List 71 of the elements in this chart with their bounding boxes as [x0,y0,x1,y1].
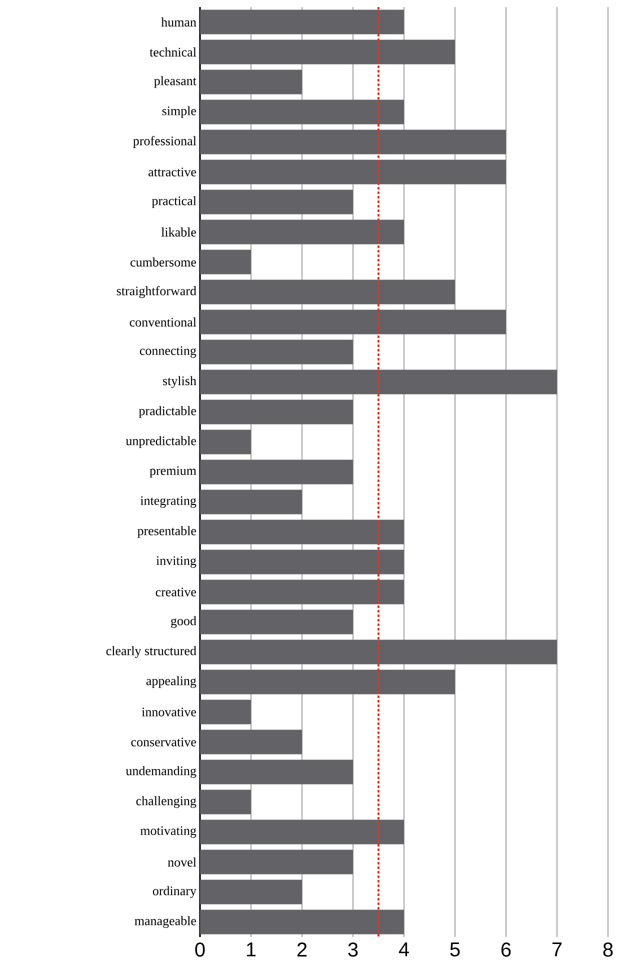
y-tick-label: creative [156,588,196,596]
bar [200,490,302,514]
bar [200,40,456,64]
y-tick-label: presentable [137,526,196,538]
bar [200,400,353,424]
y-tick-label: good [171,616,196,628]
bar [200,820,404,844]
bar [200,670,456,694]
bar [200,10,404,34]
bar [200,640,558,664]
x-tick-label: 7 [552,942,562,956]
x-tick-label: 4 [398,942,409,956]
y-tick-label: motivating [140,826,196,838]
y-tick-label: pradictable [138,406,196,418]
bar [200,250,252,274]
bar [200,880,302,904]
y-tick-label: straightforward [116,286,196,298]
bar [200,280,456,304]
x-tick-label: 5 [450,942,460,956]
y-tick-label: human [161,17,196,27]
y-tick-label: stylish [163,376,196,388]
bar [200,130,506,154]
y-tick-label: likable [161,227,196,237]
y-tick-label: cumbersome [130,257,196,267]
y-tick-label: pleasant [154,76,196,88]
bar [200,370,558,394]
y-tick-label: attractive [148,168,196,176]
bar [200,190,353,214]
y-tick-label: premium [150,466,196,478]
bar [200,550,404,574]
x-tick-label: 1 [246,942,256,956]
y-tick-label: innovative [142,708,196,716]
bar [200,760,353,784]
y-tick-label: unpredictable [126,436,196,448]
y-tick-label: integrating [140,496,196,508]
bar [200,850,353,874]
y-tick-label: simple [162,106,196,118]
y-tick-label: inviting [156,556,196,568]
bar [200,460,353,484]
bar [200,580,404,604]
y-tick-label: challenging [136,796,196,808]
y-tick-label: practical [152,196,196,208]
bar [200,520,404,544]
x-tick-label: 0 [195,942,205,957]
bar [200,610,353,634]
y-tick-label: technical [150,47,196,57]
x-tick-label: 6 [501,942,511,957]
bar [200,730,302,754]
y-tick-label: conventional [130,317,196,327]
y-tick-label: manageable [134,916,196,928]
bar [200,310,506,334]
y-tick-label: connecting [140,346,196,358]
y-tick-label: professional [133,136,196,148]
bar [200,700,252,724]
bar [200,430,252,454]
y-tick-label: clearly structured [106,646,196,658]
y-tick-label: ordinary [152,886,196,898]
bar [200,160,506,184]
bar [200,70,302,94]
y-tick-label: undemanding [126,766,196,778]
bar [200,340,353,364]
bar [200,910,404,934]
x-tick-label: 2 [297,942,307,957]
bar [200,100,404,124]
x-tick-label: 8 [603,942,613,957]
y-tick-label: conservative [131,738,196,746]
bar [200,790,252,814]
y-tick-label: appealing [146,676,196,688]
x-tick-label: 3 [348,942,358,957]
y-tick-label: novel [168,857,196,867]
bar [200,220,404,244]
